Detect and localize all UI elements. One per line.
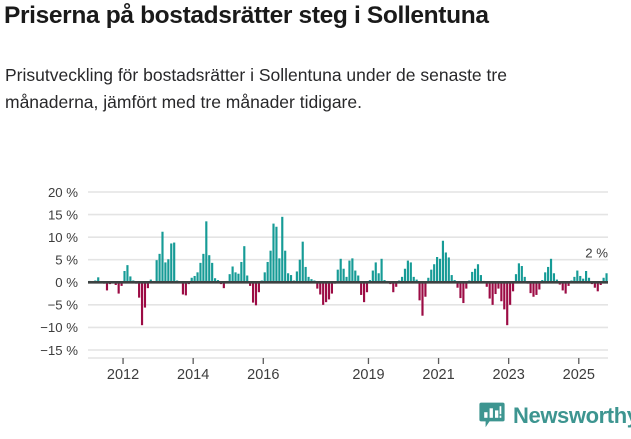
svg-text:0 %: 0 % — [55, 275, 78, 290]
svg-text:2023: 2023 — [493, 367, 525, 383]
page-subtitle: Prisutveckling för bostadsrätter i Solle… — [5, 65, 507, 112]
svg-text:−5 %: −5 % — [48, 298, 79, 313]
page-title: Priserna på bostadsrätter steg i Sollent… — [4, 2, 489, 29]
chart-y-axis: 20 % 15 % 10 % 5 % 0 % −5 % −10 % −15 % — [40, 185, 78, 358]
chart-svg: 20 %15 %10 %5 %0 %−5 %−10 %−15 % 2012 201… — [40, 185, 608, 383]
chart-x-axis: 2012 2014 2016 2019 2021 2023 2025 — [88, 357, 608, 383]
svg-text:10 %: 10 % — [48, 230, 78, 245]
chart-annotation: 2 % — [585, 245, 608, 260]
svg-text:2021: 2021 — [422, 367, 454, 383]
newsworthy-wordmark: Newsworthy — [513, 402, 631, 428]
svg-text:20 %: 20 % — [48, 185, 78, 200]
newsworthy-logo[interactable]: Newsworthy — [479, 402, 631, 429]
svg-text:2014: 2014 — [177, 367, 209, 383]
svg-text:−15 %: −15 % — [40, 343, 78, 358]
chart-bars — [88, 216, 608, 326]
svg-text:15 %: 15 % — [48, 207, 78, 222]
svg-text:2019: 2019 — [352, 367, 384, 383]
svg-text:2 %: 2 % — [585, 245, 608, 260]
svg-text:5 %: 5 % — [55, 253, 78, 268]
svg-text:2016: 2016 — [247, 367, 279, 383]
svg-text:2012: 2012 — [107, 367, 139, 383]
bar-chart: 20 % 15 % 10 % 5 % 0 % −5 % −10 % −15 % 2012 201… — [0, 178, 631, 393]
svg-text:2025: 2025 — [563, 367, 595, 383]
bar-chart-bubble-icon — [479, 402, 505, 429]
svg-text:−10 %: −10 % — [40, 320, 78, 335]
